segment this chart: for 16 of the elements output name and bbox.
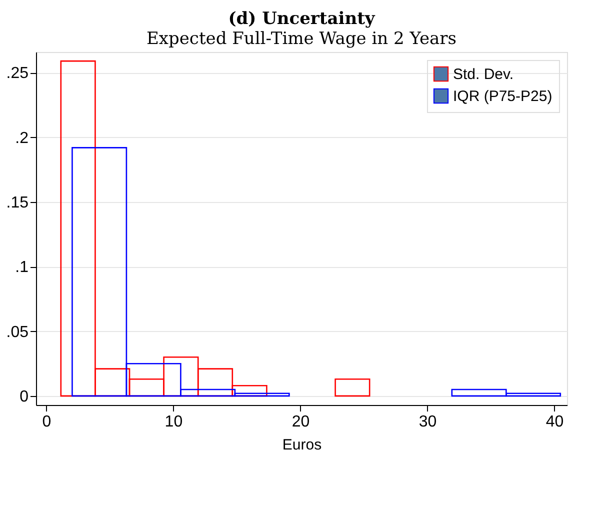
legend-label: IQR (P75-P25) (453, 88, 552, 105)
y-tick-label: .25 (6, 65, 29, 82)
legend-label: Std. Dev. (453, 66, 514, 83)
y-tick-label: .05 (6, 324, 29, 341)
y-tick-label: .2 (15, 130, 29, 147)
y-tick-label: 0 (20, 388, 29, 406)
x-tick-label: 20 (292, 414, 310, 430)
x-tick-label: 0 (42, 414, 52, 430)
y-tick-label: .1 (15, 259, 29, 276)
y-tick-label: .15 (6, 194, 29, 212)
x-tick-label: 40 (546, 414, 564, 430)
x-tick-label: 10 (164, 414, 183, 430)
x-tick-label: 30 (418, 414, 437, 430)
chart-subtitle: Expected Full-Time Wage in 2 Years (146, 29, 457, 49)
chart-title: (d) Uncertainty (228, 9, 376, 29)
x-axis-title: Euros (282, 436, 322, 454)
